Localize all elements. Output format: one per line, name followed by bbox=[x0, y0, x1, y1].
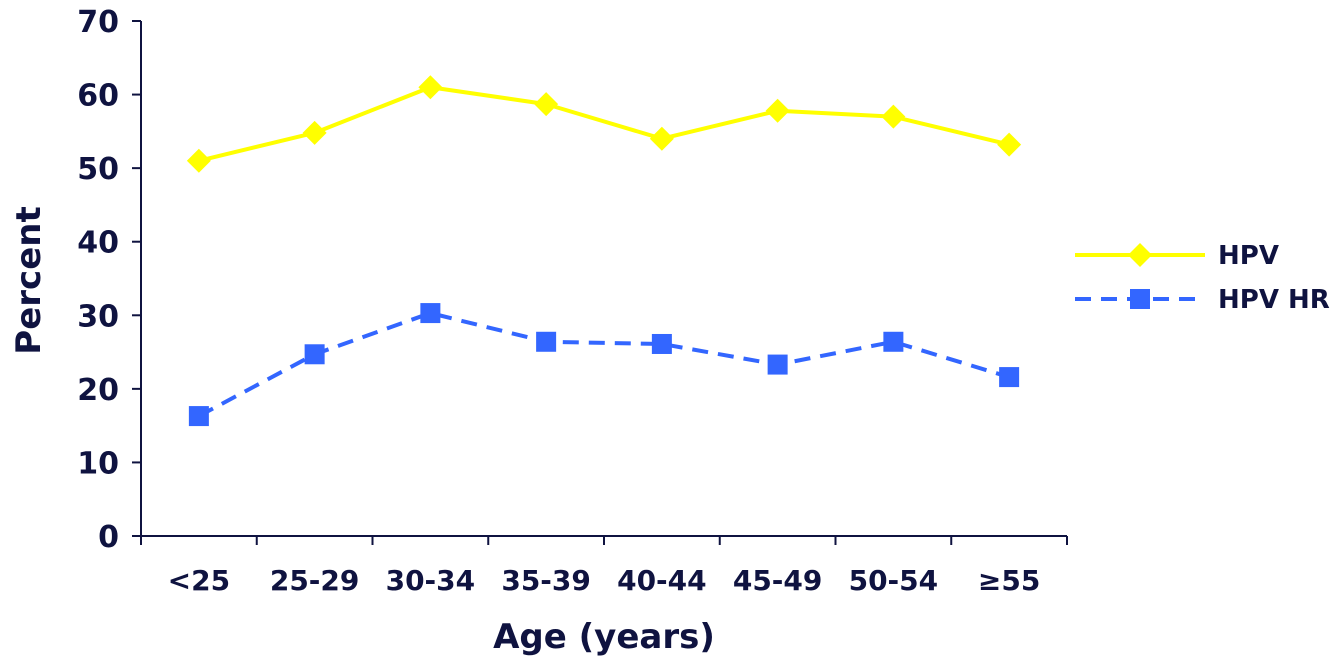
y-tick-label: 10 bbox=[77, 446, 119, 481]
data-point-hpv bbox=[186, 148, 211, 173]
data-point-hpv-hr bbox=[767, 354, 788, 375]
data-point-hpv bbox=[534, 92, 559, 117]
y-axis: 0 10 20 30 40 50 60 70 bbox=[77, 5, 142, 555]
x-tick-label: 50-54 bbox=[849, 564, 939, 597]
x-axis: <25 25-29 30-34 35-39 40-44 45-49 50-54 ≥55 bbox=[140, 535, 1068, 597]
data-point-hpv-hr bbox=[651, 333, 672, 354]
data-point-hpv bbox=[765, 98, 790, 123]
series-hpv-hr bbox=[188, 303, 1020, 427]
x-tick-label: <25 bbox=[168, 564, 230, 597]
series-line-hpv-hr bbox=[197, 311, 1010, 418]
x-tick-label: 25-29 bbox=[270, 564, 360, 597]
legend-label-hpv-hr: HPV HR bbox=[1218, 285, 1330, 315]
y-tick-label: 60 bbox=[77, 79, 119, 114]
x-axis-title: Age (years) bbox=[493, 617, 715, 657]
data-point-hpv bbox=[302, 120, 327, 145]
data-point-hpv-hr bbox=[999, 367, 1020, 388]
x-tick-label: 30-34 bbox=[386, 564, 476, 597]
data-point-hpv-hr bbox=[536, 331, 557, 352]
y-tick-label: 40 bbox=[77, 226, 119, 261]
data-point-hpv bbox=[418, 75, 443, 100]
y-tick-label: 70 bbox=[77, 5, 119, 40]
y-tick-label: 0 bbox=[98, 520, 119, 555]
y-axis-title: Percent bbox=[9, 206, 49, 354]
series-layer bbox=[186, 75, 1022, 427]
data-point-hpv-hr bbox=[304, 344, 325, 365]
data-point-hpv-hr bbox=[188, 406, 209, 427]
series-hpv bbox=[186, 75, 1022, 173]
series-line-hpv bbox=[198, 85, 1010, 163]
x-tick-label: 35-39 bbox=[501, 564, 591, 597]
data-point-hpv bbox=[997, 132, 1022, 157]
y-tick-label: 20 bbox=[77, 373, 119, 408]
legend-item-hpv-hr: HPV HR bbox=[1075, 285, 1330, 315]
x-tick-label: ≥55 bbox=[978, 564, 1040, 597]
y-tick-label: 30 bbox=[77, 299, 119, 334]
legend-marker-hpv bbox=[1128, 243, 1152, 267]
data-point-hpv bbox=[649, 126, 674, 151]
legend: HPV HPV HR bbox=[1075, 241, 1330, 315]
x-tick-label: 40-44 bbox=[617, 564, 707, 597]
x-tick-label: 45-49 bbox=[733, 564, 823, 597]
legend-label-hpv: HPV bbox=[1218, 241, 1279, 271]
data-point-hpv-hr bbox=[883, 331, 904, 352]
data-point-hpv bbox=[881, 104, 906, 129]
legend-marker-hpv-hr bbox=[1130, 289, 1150, 309]
data-point-hpv-hr bbox=[420, 303, 441, 324]
legend-item-hpv: HPV bbox=[1075, 241, 1279, 271]
y-tick-label: 50 bbox=[77, 152, 119, 187]
